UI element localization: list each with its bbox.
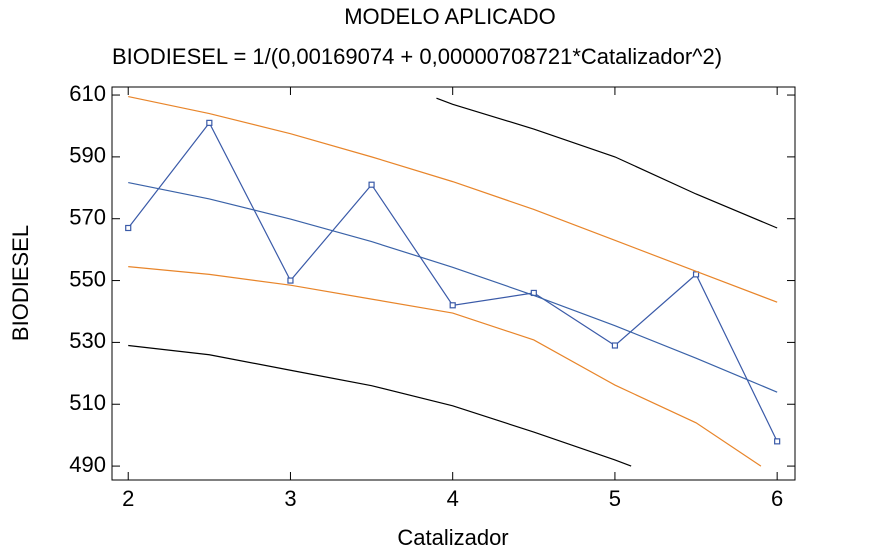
series-line — [128, 266, 762, 467]
chart-subtitle: BIODIESEL = 1/(0,00169074 + 0,0000070872… — [112, 44, 722, 69]
data-point — [449, 302, 456, 309]
data-point — [368, 181, 375, 188]
y-tick-label: 490 — [69, 452, 106, 477]
plot-frame — [111, 86, 796, 481]
y-tick-label: 530 — [69, 328, 106, 353]
data-point — [287, 277, 294, 284]
x-axis-label: Catalizador — [397, 525, 508, 550]
x-tick-label: 6 — [771, 486, 783, 511]
series-line — [436, 97, 778, 229]
data-point — [125, 224, 132, 232]
x-tick-label: 3 — [284, 486, 296, 511]
data-point — [206, 119, 213, 126]
y-tick-label: 570 — [69, 205, 106, 230]
x-tick-label: 5 — [609, 486, 621, 511]
y-tick-label: 550 — [69, 266, 106, 291]
series-line — [128, 344, 632, 467]
series-line — [127, 121, 778, 442]
data-point — [774, 438, 781, 445]
y-tick-label: 590 — [69, 143, 106, 168]
x-tick-label: 4 — [447, 486, 459, 511]
series-line — [128, 181, 778, 393]
data-point — [611, 342, 619, 349]
y-axis-label: BIODIESEL — [8, 225, 33, 341]
series-line — [128, 95, 778, 303]
data-point — [692, 271, 700, 278]
y-tick-label: 510 — [69, 390, 106, 415]
x-tick-label: 2 — [122, 486, 134, 511]
y-tick-label: 610 — [69, 81, 106, 106]
chart-title: MODELO APLICADO — [344, 4, 556, 29]
